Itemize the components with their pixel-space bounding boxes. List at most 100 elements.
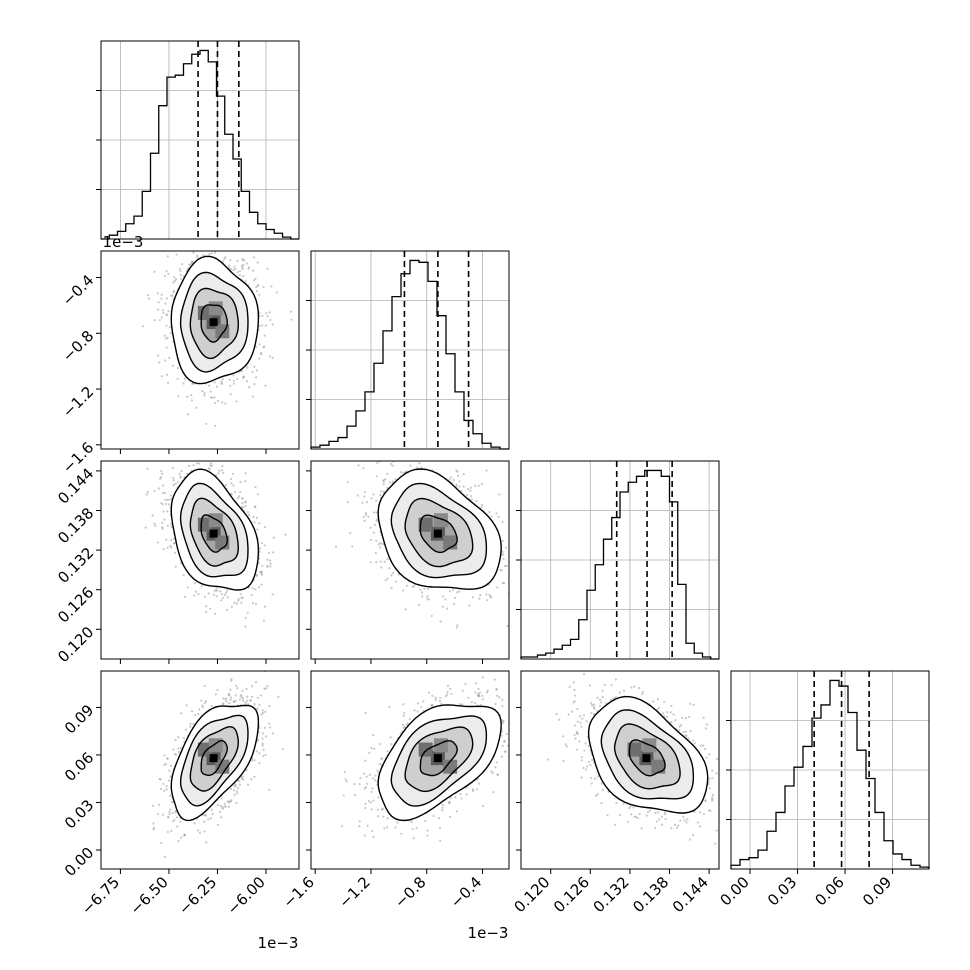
scatter-point xyxy=(157,301,160,304)
scatter-point xyxy=(513,557,515,559)
scatter-point xyxy=(558,718,561,721)
scatter-point xyxy=(258,293,261,296)
x-tick-label: 0.120 xyxy=(510,873,553,916)
scatter-point xyxy=(466,487,470,491)
density-cell xyxy=(443,759,458,774)
scatter-point xyxy=(501,520,504,524)
scatter-point xyxy=(178,473,181,476)
scatter-point xyxy=(583,749,586,752)
scatter-point xyxy=(188,263,191,266)
scatter-point xyxy=(593,777,596,780)
scatter-point xyxy=(233,785,236,788)
scatter-point xyxy=(601,695,604,699)
scatter-point xyxy=(169,775,172,778)
scatter-point xyxy=(588,684,592,687)
scatter-point xyxy=(234,699,237,703)
scatter-point xyxy=(358,825,361,828)
scatter-point xyxy=(241,497,244,500)
contour-line xyxy=(179,714,249,807)
scatter-point xyxy=(261,314,264,317)
scatter-point xyxy=(524,619,526,621)
scatter-point xyxy=(510,525,512,527)
scatter-point xyxy=(654,811,657,814)
scatter-point xyxy=(242,264,245,267)
scatter-point xyxy=(600,701,603,704)
contour-line xyxy=(179,482,249,578)
scatter-point xyxy=(581,717,584,720)
scatter-point xyxy=(177,395,180,398)
contour-line xyxy=(170,704,260,822)
offset-label-x-col1: 1e−3 xyxy=(468,924,509,942)
scatter-point xyxy=(656,698,659,701)
scatter-point xyxy=(367,515,370,518)
scatter-point xyxy=(655,820,658,823)
scatter-point xyxy=(504,546,508,549)
scatter-point xyxy=(404,608,407,611)
scatter-point xyxy=(380,566,383,569)
scatter-point xyxy=(485,593,488,596)
scatter-point xyxy=(459,792,462,796)
hist-panel-1 xyxy=(306,250,510,450)
scatter-point xyxy=(235,602,239,605)
scatter-point xyxy=(452,478,455,482)
scatter-point xyxy=(226,589,229,592)
scatter-point xyxy=(254,345,258,348)
scatter-point xyxy=(209,240,211,242)
scatter-point xyxy=(239,592,242,596)
scatter-point xyxy=(174,565,177,568)
scatter-point xyxy=(418,462,421,465)
hist-panel-0 xyxy=(96,40,300,240)
scatter-point xyxy=(382,815,385,818)
scatter-point xyxy=(596,775,599,778)
scatter-point xyxy=(203,820,206,823)
scatter-point xyxy=(465,493,468,497)
panel-frame xyxy=(310,460,510,660)
scatter-point xyxy=(670,721,673,724)
scatter-point xyxy=(260,713,263,716)
scatter-point xyxy=(253,703,256,706)
scatter-point xyxy=(234,490,237,494)
scatter-point xyxy=(501,539,504,542)
scatter-point xyxy=(622,689,626,692)
scatter-point xyxy=(259,351,263,354)
scatter-point xyxy=(163,334,166,337)
scatter-point xyxy=(440,702,443,705)
scatter-point xyxy=(240,694,243,697)
scatter-point xyxy=(248,385,251,389)
scatter-point xyxy=(666,715,669,718)
scatter-point xyxy=(241,267,244,270)
scatter-point xyxy=(441,605,445,608)
scatter-point xyxy=(256,284,259,287)
scatter-point xyxy=(165,297,169,300)
scatter-point xyxy=(510,774,512,776)
scatter-point xyxy=(171,811,174,815)
scatter-point xyxy=(364,806,367,810)
scatter-point xyxy=(171,466,174,470)
scatter-point xyxy=(252,516,255,519)
scatter-point xyxy=(418,603,421,606)
scatter-point xyxy=(634,815,637,818)
scatter-point xyxy=(205,841,208,844)
scatter-point xyxy=(190,394,193,397)
scatter-point xyxy=(582,766,585,770)
scatter-point xyxy=(589,763,592,767)
scatter-point xyxy=(523,587,525,589)
pair-panel-0-3 xyxy=(96,670,300,874)
scatter-point xyxy=(158,318,161,322)
scatter-point xyxy=(200,235,202,237)
scatter-point xyxy=(172,281,175,284)
scatter-point xyxy=(344,778,347,781)
scatter-point xyxy=(222,697,225,700)
scatter-point xyxy=(247,513,251,516)
scatter-point xyxy=(176,481,180,484)
scatter-point xyxy=(511,588,513,590)
scatter-point xyxy=(172,748,175,751)
scatter-point xyxy=(453,596,457,600)
scatter-point xyxy=(481,503,484,507)
scatter-point xyxy=(375,452,377,454)
scatter-point xyxy=(246,611,249,614)
scatter-point xyxy=(590,782,593,785)
scatter-point xyxy=(503,564,507,568)
scatter-point xyxy=(373,523,377,526)
y-tick-label: 0.132 xyxy=(54,544,97,587)
